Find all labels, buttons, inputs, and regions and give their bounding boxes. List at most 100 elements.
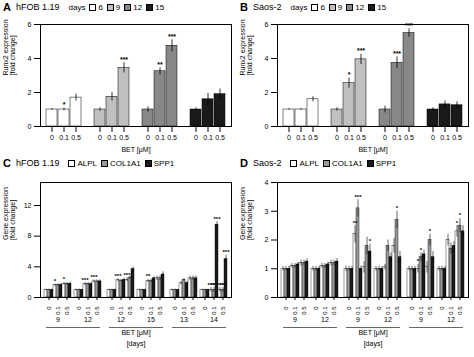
svg-text:0: 0 bbox=[28, 294, 32, 301]
svg-text:0.1: 0.1 bbox=[85, 306, 91, 315]
svg-text:12: 12 bbox=[447, 316, 455, 323]
svg-text:0.1: 0.1 bbox=[355, 306, 361, 315]
svg-text:2: 2 bbox=[265, 89, 269, 96]
svg-text:0.1: 0.1 bbox=[392, 134, 402, 141]
svg-text:0: 0 bbox=[146, 134, 150, 141]
svg-text:*: * bbox=[348, 71, 351, 78]
svg-text:0.1: 0.1 bbox=[448, 306, 454, 315]
svg-text:0.5: 0.5 bbox=[215, 134, 225, 141]
svg-text:0.5: 0.5 bbox=[301, 306, 307, 315]
svg-text:***: *** bbox=[213, 216, 221, 222]
svg-text:0: 0 bbox=[283, 306, 289, 310]
svg-text:0.5: 0.5 bbox=[457, 306, 463, 315]
svg-text:9: 9 bbox=[56, 316, 60, 323]
svg-text:4: 4 bbox=[28, 263, 32, 270]
svg-text:0.1: 0.1 bbox=[107, 134, 117, 141]
svg-text:0: 0 bbox=[287, 134, 291, 141]
svg-text:0.1: 0.1 bbox=[203, 134, 213, 141]
svg-text:***: *** bbox=[393, 50, 401, 57]
svg-text:6: 6 bbox=[265, 21, 269, 28]
svg-text:0.5: 0.5 bbox=[404, 134, 414, 141]
svg-text:***: *** bbox=[222, 249, 230, 255]
svg-text:0.1: 0.1 bbox=[344, 134, 354, 141]
svg-text:***: *** bbox=[210, 282, 218, 288]
svg-text:BET [μM]: BET [μM] bbox=[121, 329, 150, 337]
svg-text:12: 12 bbox=[84, 316, 92, 323]
svg-text:12: 12 bbox=[117, 316, 125, 323]
svg-text:12: 12 bbox=[384, 316, 392, 323]
svg-text:0: 0 bbox=[98, 134, 102, 141]
svg-text:0.1: 0.1 bbox=[211, 306, 217, 315]
svg-text:***: *** bbox=[90, 274, 98, 280]
svg-text:12: 12 bbox=[24, 202, 32, 209]
svg-text:0.5: 0.5 bbox=[190, 306, 196, 315]
svg-text:0.5: 0.5 bbox=[167, 134, 177, 141]
svg-text:0.1: 0.1 bbox=[292, 306, 298, 315]
svg-text:0: 0 bbox=[409, 306, 415, 310]
svg-text:0.1: 0.1 bbox=[55, 306, 61, 315]
svg-text:4: 4 bbox=[28, 55, 32, 62]
svg-text:0: 0 bbox=[76, 306, 82, 310]
svg-text:0: 0 bbox=[313, 306, 319, 310]
svg-text:*: * bbox=[459, 212, 462, 218]
svg-text:*: * bbox=[63, 276, 66, 282]
svg-text:0: 0 bbox=[28, 123, 32, 130]
svg-text:2: 2 bbox=[265, 236, 269, 243]
svg-text:*: * bbox=[54, 278, 57, 284]
svg-text:BET [μM]: BET [μM] bbox=[358, 146, 387, 154]
svg-text:9: 9 bbox=[356, 316, 360, 323]
svg-text:0.5: 0.5 bbox=[71, 134, 81, 141]
svg-text:***: *** bbox=[219, 282, 227, 288]
svg-text:0: 0 bbox=[202, 306, 208, 310]
svg-text:0: 0 bbox=[335, 134, 339, 141]
svg-text:9: 9 bbox=[293, 316, 297, 323]
svg-text:0.1: 0.1 bbox=[148, 306, 154, 315]
svg-text:0: 0 bbox=[265, 123, 269, 130]
svg-text:0.5: 0.5 bbox=[127, 306, 133, 315]
svg-text:0.1: 0.1 bbox=[418, 306, 424, 315]
svg-text:*: * bbox=[456, 220, 459, 226]
svg-text:4: 4 bbox=[265, 55, 269, 62]
svg-text:6: 6 bbox=[28, 21, 32, 28]
svg-text:0.1: 0.1 bbox=[322, 306, 328, 315]
svg-text:0: 0 bbox=[346, 306, 352, 310]
svg-text:0: 0 bbox=[50, 134, 54, 141]
svg-text:0.1: 0.1 bbox=[59, 134, 69, 141]
svg-text:0.5: 0.5 bbox=[220, 306, 226, 315]
svg-text:***: *** bbox=[123, 272, 131, 278]
svg-text:**: ** bbox=[157, 61, 163, 68]
svg-text:0: 0 bbox=[194, 134, 198, 141]
svg-text:***: *** bbox=[114, 273, 122, 279]
svg-text:0: 0 bbox=[431, 134, 435, 141]
svg-text:15: 15 bbox=[147, 316, 155, 323]
svg-text:***: *** bbox=[405, 22, 413, 29]
svg-text:0.5: 0.5 bbox=[64, 306, 70, 315]
svg-text:[days]: [days] bbox=[127, 340, 146, 348]
svg-text:0: 0 bbox=[439, 306, 445, 310]
svg-text:BET [μM]: BET [μM] bbox=[121, 146, 150, 154]
svg-text:9: 9 bbox=[419, 316, 423, 323]
svg-text:0: 0 bbox=[46, 306, 52, 310]
svg-text:0.5: 0.5 bbox=[356, 134, 366, 141]
svg-text:*: * bbox=[396, 205, 399, 211]
svg-text:**: ** bbox=[353, 220, 358, 226]
svg-text:1: 1 bbox=[265, 265, 269, 272]
svg-text:*: * bbox=[369, 238, 372, 244]
svg-text:**: ** bbox=[146, 273, 151, 279]
svg-text:0.5: 0.5 bbox=[119, 134, 129, 141]
svg-text:0.5: 0.5 bbox=[94, 306, 100, 315]
svg-text:3: 3 bbox=[265, 207, 269, 214]
svg-text:2: 2 bbox=[28, 89, 32, 96]
svg-text:0.1: 0.1 bbox=[118, 306, 124, 315]
svg-text:0.1: 0.1 bbox=[296, 134, 306, 141]
svg-text:***: *** bbox=[81, 277, 89, 283]
svg-text:0.1: 0.1 bbox=[155, 134, 165, 141]
svg-text:***: *** bbox=[354, 194, 362, 200]
svg-text:0.1: 0.1 bbox=[440, 134, 450, 141]
svg-text:*: * bbox=[429, 228, 432, 234]
svg-text:13: 13 bbox=[180, 316, 188, 323]
svg-text:Runx2 expression[fold change]: Runx2 expression[fold change] bbox=[2, 19, 17, 75]
svg-text:Runx2 expression[fold change]: Runx2 expression[fold change] bbox=[239, 19, 254, 75]
svg-text:0.1: 0.1 bbox=[385, 306, 391, 315]
svg-text:BET [μM]: BET [μM] bbox=[358, 329, 387, 337]
